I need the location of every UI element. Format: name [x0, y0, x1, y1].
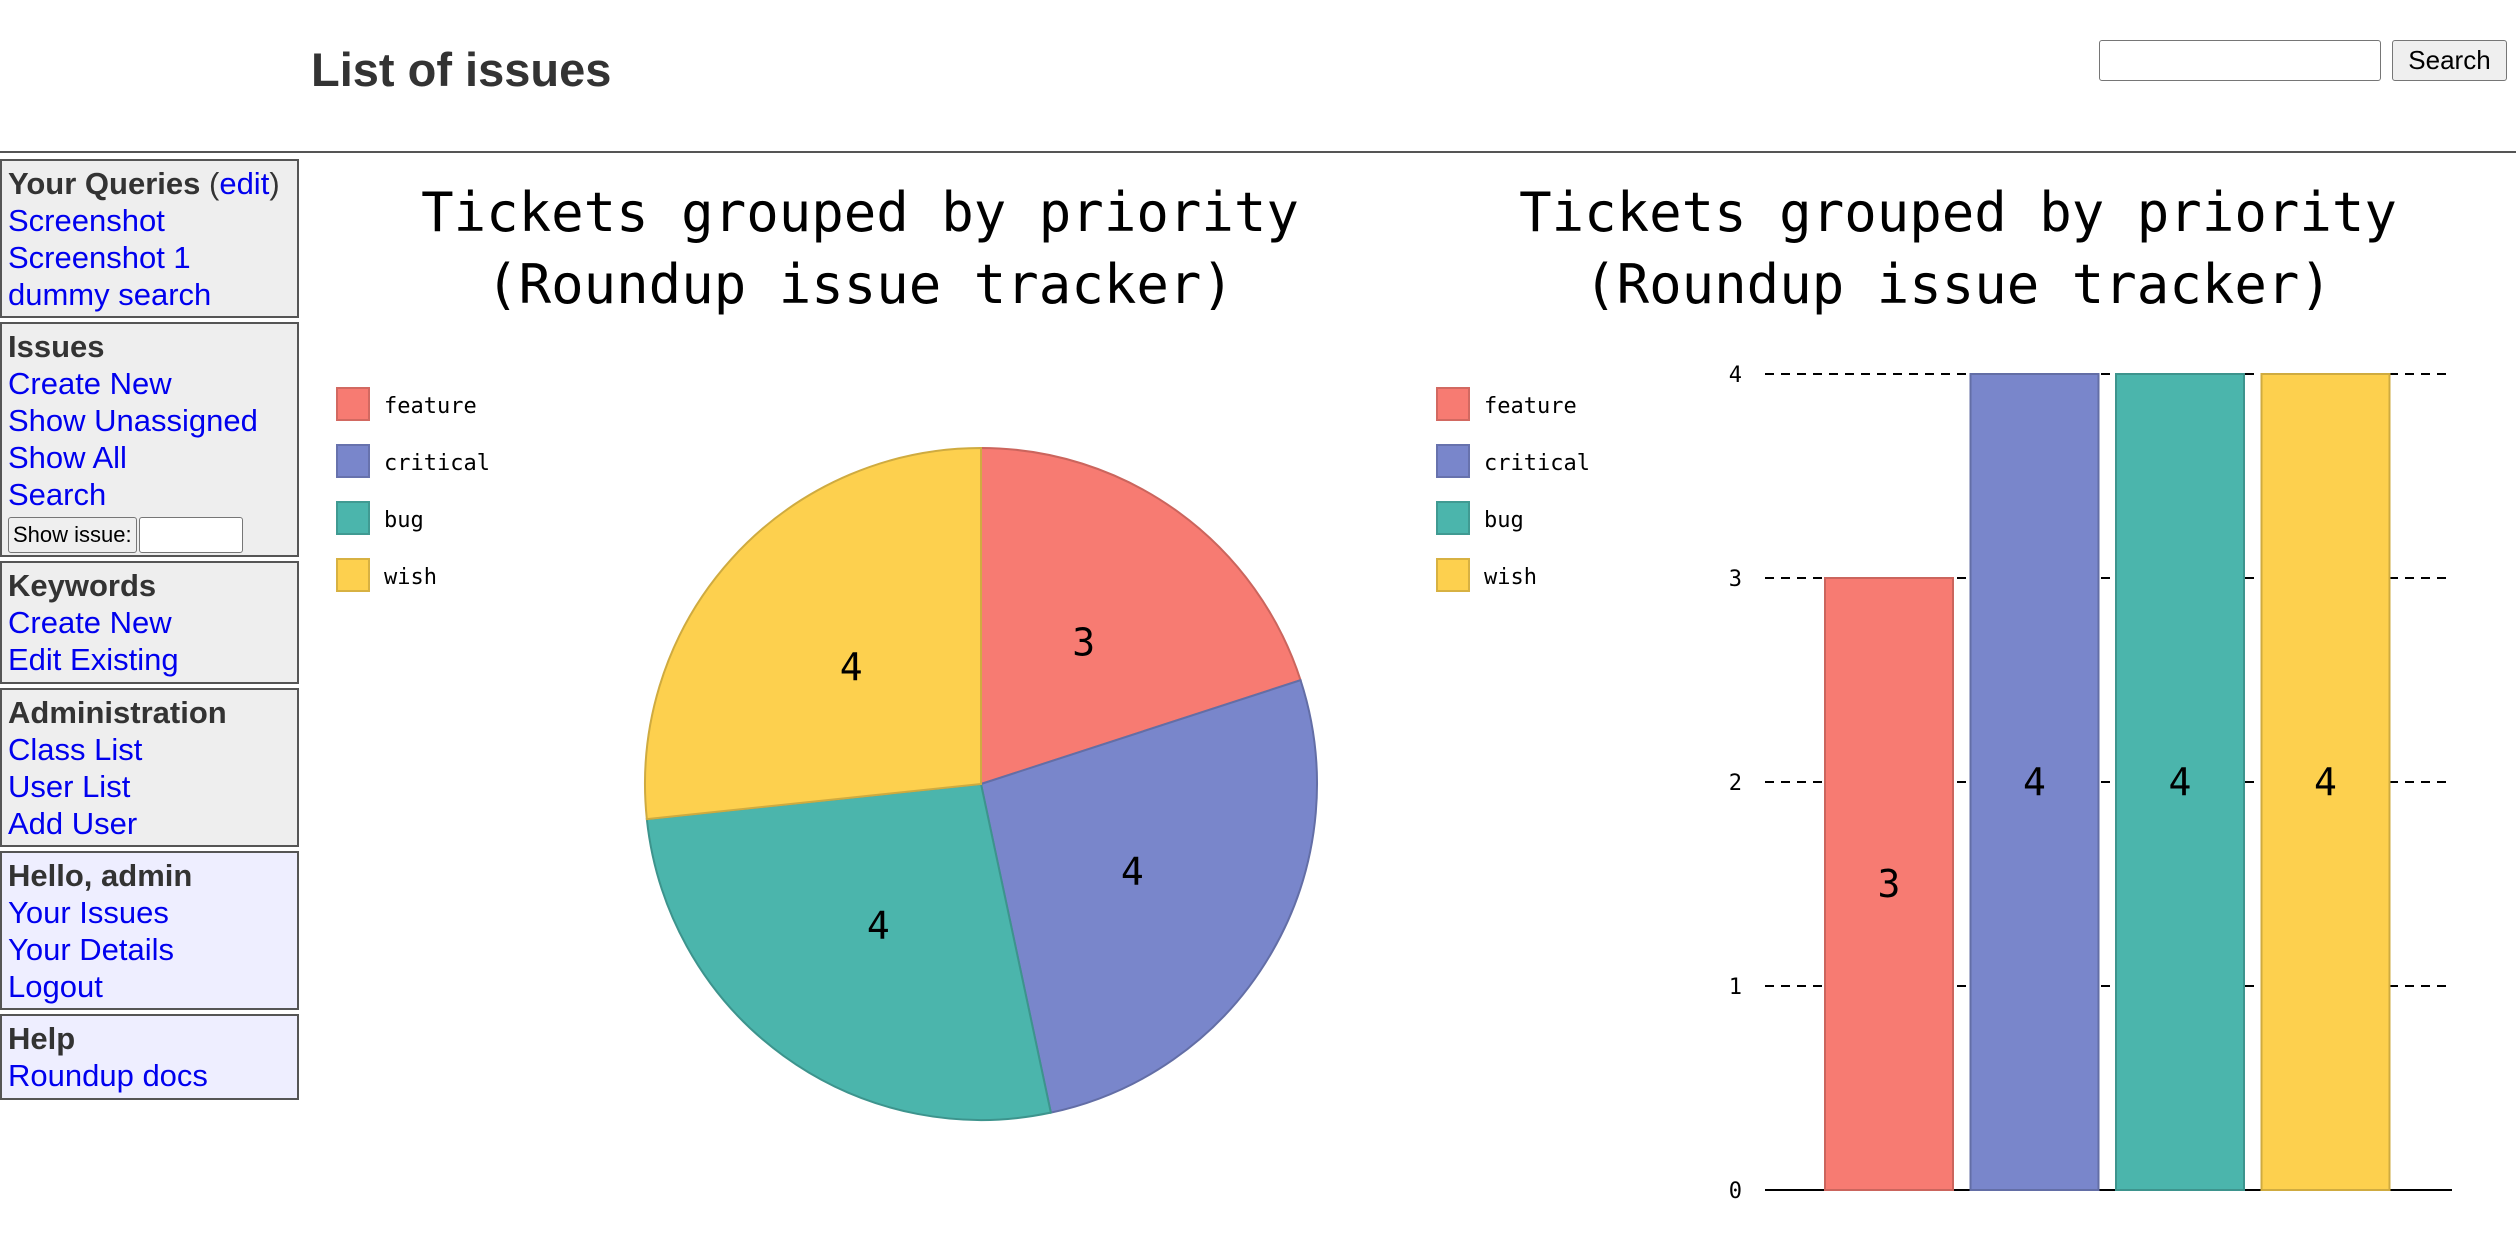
legend-swatch-bug — [1436, 501, 1470, 535]
legend-label-wish: wish — [1484, 565, 1537, 590]
show-issue-button[interactable]: Show issue: — [8, 517, 137, 553]
bar-wish — [2260, 373, 2391, 1191]
bar-chart-bars — [1824, 373, 2391, 1191]
add-user-link[interactable]: Add User — [8, 806, 138, 841]
show-issue-input[interactable] — [138, 517, 243, 553]
your-details-link[interactable]: Your Details — [8, 932, 175, 967]
bar-chart-title-line2: (Roundup issue tracker) — [1584, 253, 2332, 316]
y-tick-label-2: 2 — [1729, 771, 1742, 796]
show-issue-row: Show issue: — [8, 515, 297, 555]
keywords-box: Keywords Create New Edit Existing — [0, 561, 299, 684]
create-keyword-link[interactable]: Create New — [8, 605, 172, 640]
legend-label-critical: critical — [1484, 451, 1590, 476]
legend-swatch-wish — [336, 558, 370, 592]
pie-slice-bug — [645, 782, 1053, 1121]
your-issues-link[interactable]: Your Issues — [8, 895, 169, 930]
pie-chart: Tickets grouped by priority (Roundup iss… — [336, 181, 1318, 1121]
bar-label-critical: 4 — [2023, 760, 2046, 804]
edit-queries-link[interactable]: edit — [219, 166, 270, 201]
page-title: List of issues — [311, 43, 612, 96]
queries-box: Your Queries (edit) Screenshot Screensho… — [0, 159, 299, 318]
legend-swatch-feature — [1436, 387, 1470, 421]
pie-chart-title-line1: Tickets grouped by priority — [421, 181, 1299, 244]
bar-chart-legend: feature critical bug wish — [1436, 387, 1590, 592]
y-tick-label-4: 4 — [1729, 363, 1742, 388]
legend-swatch-critical — [336, 444, 370, 478]
create-issue-link[interactable]: Create New — [8, 366, 172, 401]
user-box: Hello, admin Your Issues Your Details Lo… — [0, 851, 299, 1010]
legend-label-wish: wish — [384, 565, 437, 590]
bar-chart: Tickets grouped by priority (Roundup iss… — [1436, 181, 2452, 1204]
search-input[interactable] — [2099, 40, 2381, 81]
keywords-title: Keywords — [8, 568, 157, 603]
logout-link[interactable]: Logout — [8, 969, 103, 1004]
legend-swatch-wish — [1436, 558, 1470, 592]
user-list-link[interactable]: User List — [8, 769, 131, 804]
queries-title-text: Your Queries — [8, 166, 201, 201]
pie-chart-slices — [644, 446, 1318, 1121]
query-link-dummy-search[interactable]: dummy search — [8, 277, 212, 312]
y-tick-label-3: 3 — [1729, 567, 1742, 592]
edit-keywords-link[interactable]: Edit Existing — [8, 642, 179, 677]
help-box: Help Roundup docs — [0, 1014, 299, 1100]
legend-label-feature: feature — [1484, 394, 1577, 419]
bar-bug — [2115, 373, 2245, 1191]
query-link-screenshot[interactable]: Screenshot — [8, 203, 165, 238]
bar-chart-title-line1: Tickets grouped by priority — [1519, 181, 2397, 244]
y-tick-label-1: 1 — [1729, 975, 1742, 1000]
queries-title: Your Queries (edit) — [8, 165, 297, 202]
help-title: Help — [8, 1021, 76, 1056]
roundup-docs-link[interactable]: Roundup docs — [8, 1058, 208, 1093]
pie-chart-legend: feature critical bug wish — [336, 387, 490, 592]
legend-label-critical: critical — [384, 451, 490, 476]
pie-chart-title-line2: (Roundup issue tracker) — [486, 253, 1234, 316]
pie-label-wish: 4 — [840, 645, 863, 689]
bar-label-wish: 4 — [2314, 760, 2337, 804]
pie-slice-critical — [979, 678, 1318, 1114]
legend-swatch-feature — [336, 387, 370, 421]
administration-box: Administration Class List User List Add … — [0, 688, 299, 847]
bar-feature — [1824, 577, 1954, 1191]
issues-box: Issues Create New Show Unassigned Show A… — [0, 322, 299, 557]
show-all-link[interactable]: Show All — [8, 440, 127, 475]
edit-open-paren: ( — [209, 166, 220, 201]
legend-swatch-bug — [336, 501, 370, 535]
pie-label-bug: 4 — [867, 903, 890, 947]
bar-label-feature: 3 — [1878, 862, 1901, 906]
y-tick-label-0: 0 — [1729, 1179, 1742, 1204]
pie-slice-wish — [644, 446, 982, 821]
search-button[interactable]: Search — [2392, 40, 2507, 81]
user-greeting: Hello, admin — [8, 858, 193, 893]
sidebar: Your Queries (edit) Screenshot Screensho… — [0, 159, 299, 1104]
pie-chart-data-labels: 3 4 4 4 — [840, 621, 1144, 948]
legend-swatch-critical — [1436, 444, 1470, 478]
edit-close-paren: ) — [269, 166, 280, 201]
legend-label-feature: feature — [384, 394, 477, 419]
show-unassigned-link[interactable]: Show Unassigned — [8, 403, 258, 438]
issues-title: Issues — [8, 329, 105, 364]
bar-critical — [1969, 373, 2100, 1191]
pie-label-feature: 3 — [1072, 621, 1095, 665]
bar-label-bug: 4 — [2169, 760, 2192, 804]
pie-slice-feature — [980, 446, 1302, 786]
class-list-link[interactable]: Class List — [8, 732, 143, 767]
page-header: List of issues Search — [0, 0, 2516, 153]
administration-title: Administration — [8, 695, 227, 730]
legend-label-bug: bug — [384, 508, 424, 533]
bar-chart-data-labels: 3 4 4 4 — [1878, 760, 2337, 906]
search-issues-link[interactable]: Search — [8, 477, 107, 512]
query-link-screenshot-1[interactable]: Screenshot 1 — [8, 240, 191, 275]
pie-label-critical: 4 — [1121, 849, 1144, 893]
legend-label-bug: bug — [1484, 508, 1524, 533]
